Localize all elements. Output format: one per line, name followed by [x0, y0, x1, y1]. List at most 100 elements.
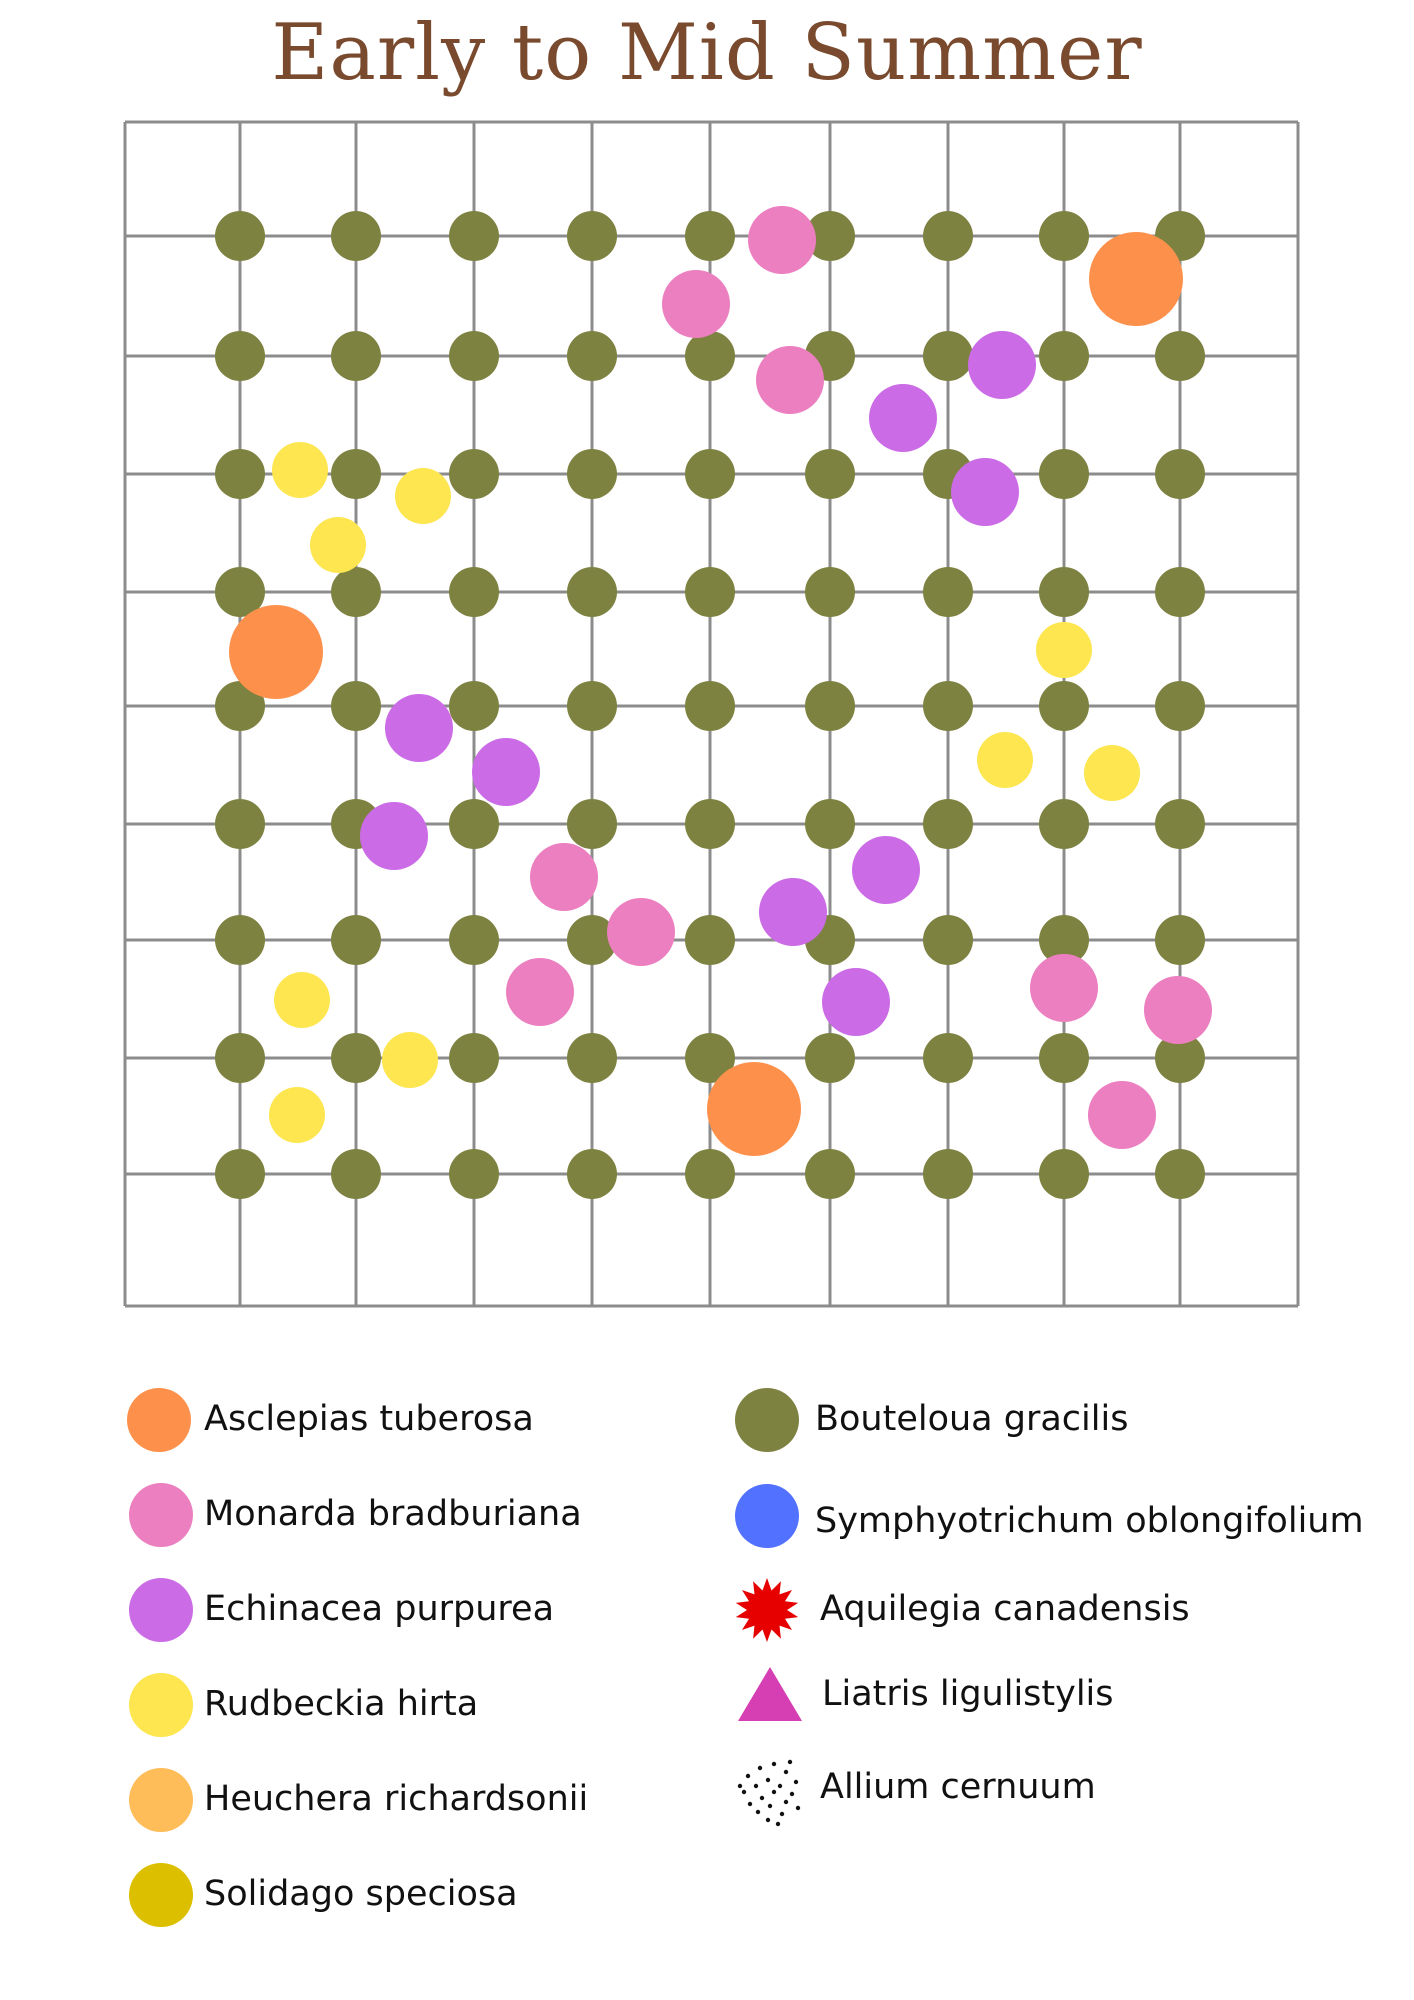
- legend-icon-asclepias: [127, 1388, 191, 1452]
- legend-icon-rudbeckia: [129, 1673, 193, 1737]
- plant-asclepias: [1089, 232, 1183, 326]
- plant-echinacea: [822, 968, 890, 1036]
- plant-bouteloua: [331, 331, 381, 381]
- plant-monarda: [748, 206, 816, 274]
- plant-bouteloua: [923, 331, 973, 381]
- legend-icons: [127, 1388, 802, 1927]
- legend-icon-aquilegia: [735, 1578, 799, 1642]
- legend-label-heuchera: Heuchera richardsonii: [204, 1779, 589, 1819]
- plant-rudbeckia: [274, 972, 330, 1028]
- plant-bouteloua: [449, 567, 499, 617]
- legend-label-aquilegia: Aquilegia canadensis: [820, 1589, 1190, 1629]
- plant-bouteloua: [1039, 915, 1089, 965]
- plant-bouteloua: [331, 211, 381, 261]
- plant-bouteloua: [215, 1033, 265, 1083]
- plant-bouteloua: [215, 449, 265, 499]
- plant-bouteloua: [215, 915, 265, 965]
- plant-bouteloua: [1039, 1033, 1089, 1083]
- plant-bouteloua: [1155, 331, 1205, 381]
- plant-bouteloua: [685, 799, 735, 849]
- plant-monarda: [607, 898, 675, 966]
- plant-bouteloua: [215, 211, 265, 261]
- plant-rudbeckia: [269, 1087, 325, 1143]
- legend-icon-symphyotrichum: [735, 1484, 799, 1548]
- plant-rudbeckia: [310, 517, 366, 573]
- plant-bouteloua: [1155, 799, 1205, 849]
- plant-bouteloua: [1039, 211, 1089, 261]
- plant-bouteloua: [331, 915, 381, 965]
- plant-bouteloua: [449, 799, 499, 849]
- plant-rudbeckia: [1084, 745, 1140, 801]
- legend-icon-heuchera: [129, 1768, 193, 1832]
- legend-label-symphyotrichum: Symphyotrichum oblongifolium: [815, 1501, 1364, 1541]
- plant-bouteloua: [215, 799, 265, 849]
- plan-title: Early to Mid Summer: [271, 8, 1143, 98]
- plant-bouteloua: [923, 915, 973, 965]
- plant-echinacea: [968, 331, 1036, 399]
- legend-icon-bouteloua: [735, 1388, 799, 1452]
- plant-monarda: [756, 346, 824, 414]
- plant-bouteloua: [331, 1149, 381, 1199]
- plant-bouteloua: [685, 567, 735, 617]
- plant-bouteloua: [215, 567, 265, 617]
- legend-icon-echinacea: [129, 1578, 193, 1642]
- plant-bouteloua: [331, 449, 381, 499]
- plant-bouteloua: [567, 211, 617, 261]
- plant-bouteloua: [449, 449, 499, 499]
- plant-bouteloua: [685, 1033, 735, 1083]
- plant-bouteloua: [805, 1149, 855, 1199]
- plant-bouteloua: [1039, 799, 1089, 849]
- plant-rudbeckia: [395, 468, 451, 524]
- plant-bouteloua: [805, 449, 855, 499]
- plant-bouteloua: [1155, 449, 1205, 499]
- plant-bouteloua: [449, 1033, 499, 1083]
- plant-monarda: [1030, 954, 1098, 1022]
- plant-bouteloua: [449, 1149, 499, 1199]
- legend-label-bouteloua: Bouteloua gracilis: [815, 1399, 1129, 1439]
- legend-icon-allium: [737, 1759, 801, 1827]
- plant-bouteloua: [685, 915, 735, 965]
- legend-icon-solidago: [129, 1863, 193, 1927]
- plant-echinacea: [759, 878, 827, 946]
- plant-bouteloua: [1039, 1149, 1089, 1199]
- plant-bouteloua: [331, 567, 381, 617]
- plant-bouteloua: [449, 915, 499, 965]
- plant-bouteloua: [923, 1033, 973, 1083]
- plant-echinacea: [472, 738, 540, 806]
- legend-icon-monarda: [129, 1483, 193, 1547]
- plant-bouteloua: [331, 1033, 381, 1083]
- plant-asclepias: [229, 605, 323, 699]
- plant-bouteloua: [1039, 449, 1089, 499]
- plant-bouteloua: [567, 799, 617, 849]
- plant-rudbeckia: [272, 442, 328, 498]
- plant-bouteloua: [1155, 567, 1205, 617]
- plant-bouteloua: [923, 211, 973, 261]
- plant-echinacea: [360, 802, 428, 870]
- plant-monarda: [506, 958, 574, 1026]
- plant-bouteloua: [567, 331, 617, 381]
- plant-bouteloua: [805, 211, 855, 261]
- plant-bouteloua: [449, 211, 499, 261]
- plant-bouteloua: [449, 331, 499, 381]
- plant-bouteloua: [923, 799, 973, 849]
- plant-bouteloua: [1039, 681, 1089, 731]
- legend-label-allium: Allium cernuum: [820, 1767, 1096, 1807]
- plant-bouteloua: [685, 449, 735, 499]
- plant-echinacea: [951, 458, 1019, 526]
- plant-echinacea: [385, 694, 453, 762]
- plant-rudbeckia: [382, 1032, 438, 1088]
- plant-bouteloua: [567, 567, 617, 617]
- plant-monarda: [662, 270, 730, 338]
- plant-bouteloua: [215, 331, 265, 381]
- plant-bouteloua: [567, 681, 617, 731]
- plant-echinacea: [852, 836, 920, 904]
- plant-bouteloua: [805, 681, 855, 731]
- legend-icon-liatris: [738, 1667, 802, 1721]
- plant-bouteloua: [685, 331, 735, 381]
- plant-bouteloua: [567, 449, 617, 499]
- legend-label-rudbeckia: Rudbeckia hirta: [204, 1684, 479, 1724]
- plant-bouteloua: [805, 1033, 855, 1083]
- legend-label-echinacea: Echinacea purpurea: [204, 1589, 555, 1629]
- plant-bouteloua: [449, 681, 499, 731]
